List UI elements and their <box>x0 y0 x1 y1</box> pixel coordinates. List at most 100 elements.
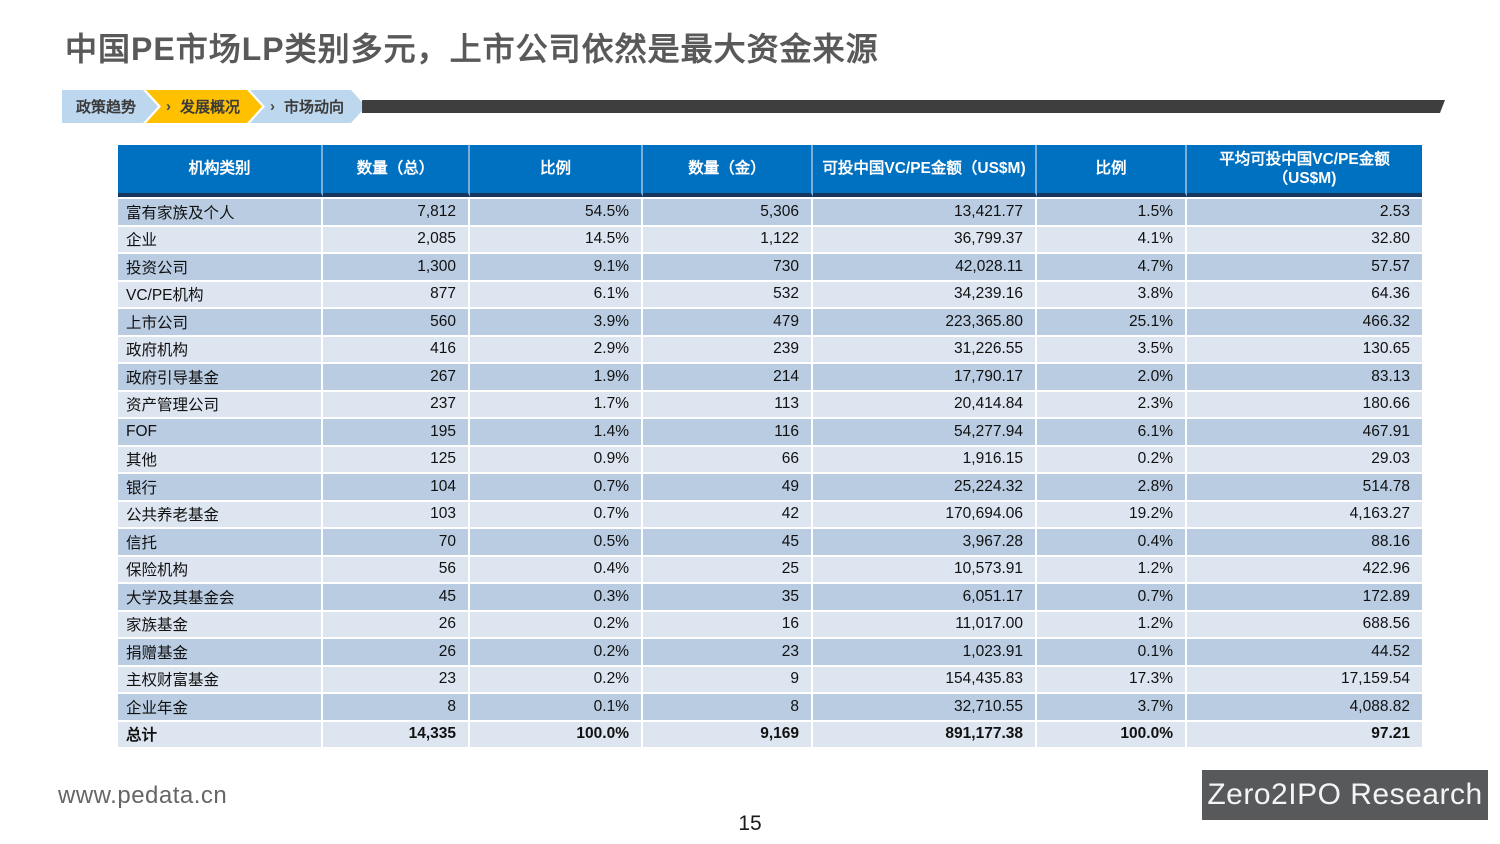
table-cell: 3.8% <box>1037 281 1187 307</box>
table-row: 信托 70 0.5% 45 3,967.28 0.4% 88.16 <box>118 529 1422 555</box>
tab-development-overview[interactable]: › 发展概况 <box>146 90 262 123</box>
table-cell: 2.0% <box>1037 364 1187 390</box>
table-cell: 17.3% <box>1037 666 1187 692</box>
table-cell: 企业 <box>118 226 323 252</box>
table-cell: 45 <box>643 529 813 555</box>
table-cell: 0.2% <box>470 611 643 637</box>
table-cell: 0.1% <box>470 694 643 720</box>
table-cell: 2,085 <box>323 226 470 252</box>
table-cell: 2.8% <box>1037 474 1187 500</box>
table-cell: 42 <box>643 501 813 527</box>
table-cell: 0.5% <box>470 529 643 555</box>
table-cell: 大学及其基金会 <box>118 584 323 610</box>
table-cell: 113 <box>643 391 813 417</box>
table-cell: 1.9% <box>470 364 643 390</box>
table-cell: 730 <box>643 254 813 280</box>
table-cell: 237 <box>323 391 470 417</box>
table-cell: 9.1% <box>470 254 643 280</box>
table-body: 富有家族及个人 7,812 54.5% 5,306 13,421.77 1.5% 2.53 企… <box>118 199 1422 747</box>
table-cell: 26 <box>323 611 470 637</box>
table-cell: 56 <box>323 556 470 582</box>
chevron-separator-icon: › <box>270 98 276 115</box>
table-cell: 1.4% <box>470 419 643 445</box>
table-row: 公共养老基金 103 0.7% 42 170,694.06 19.2% 4,163.27 <box>118 501 1422 527</box>
table-cell: 172.89 <box>1187 584 1422 610</box>
table-cell: 资产管理公司 <box>118 391 323 417</box>
table-cell: 6.1% <box>470 281 643 307</box>
table-cell: 49 <box>643 474 813 500</box>
table-cell: 104 <box>323 474 470 500</box>
table-row: 家族基金 26 0.2% 16 11,017.00 1.2% 688.56 <box>118 611 1422 637</box>
column-header: 平均可投中国VC/PE金额（US$M) <box>1187 145 1422 197</box>
total-row: 总计 14,335 100.0% 9,169 891,177.38 100.0% 97.21 <box>118 721 1422 747</box>
table-cell: 267 <box>323 364 470 390</box>
table-cell: 富有家族及个人 <box>118 199 323 225</box>
table-cell: 214 <box>643 364 813 390</box>
table-cell: 8 <box>323 694 470 720</box>
table-cell: 10,573.91 <box>813 556 1037 582</box>
table-cell: 891,177.38 <box>813 721 1037 747</box>
table-cell: 35 <box>643 584 813 610</box>
table-cell: 9,169 <box>643 721 813 747</box>
table-cell: 88.16 <box>1187 529 1422 555</box>
table-row: FOF 195 1.4% 116 54,277.94 6.1% 467.91 <box>118 419 1422 445</box>
table-cell: 422.96 <box>1187 556 1422 582</box>
table-cell: 公共养老基金 <box>118 501 323 527</box>
column-header: 可投中国VC/PE金额（US$M) <box>813 145 1037 197</box>
tab-label: 发展概况 <box>180 99 241 116</box>
table-cell: 家族基金 <box>118 611 323 637</box>
lp-category-table: 机构类别 数量（总） 比例 数量（金） 可投中国VC/PE金额（US$M) 比例 平均可投中… <box>118 143 1422 749</box>
table-row: 银行 104 0.7% 49 25,224.32 2.8% 514.78 <box>118 474 1422 500</box>
column-header: 数量（金） <box>643 145 813 197</box>
table-cell: 877 <box>323 281 470 307</box>
column-header: 机构类别 <box>118 145 323 197</box>
table-cell: 4,163.27 <box>1187 501 1422 527</box>
table-row: 捐赠基金 26 0.2% 23 1,023.91 0.1% 44.52 <box>118 639 1422 665</box>
table-cell: 0.1% <box>1037 639 1187 665</box>
table-cell: 主权财富基金 <box>118 666 323 692</box>
table-cell: 3.9% <box>470 309 643 335</box>
table-cell: 总计 <box>118 721 323 747</box>
table-cell: 4.7% <box>1037 254 1187 280</box>
table-header: 机构类别 数量（总） 比例 数量（金） 可投中国VC/PE金额（US$M) 比例 平均可投中… <box>118 145 1422 197</box>
table-cell: 0.7% <box>470 501 643 527</box>
table-cell: 1,916.15 <box>813 446 1037 472</box>
table-cell: 42,028.11 <box>813 254 1037 280</box>
table-cell: 532 <box>643 281 813 307</box>
table-cell: 70 <box>323 529 470 555</box>
table-row: 富有家族及个人 7,812 54.5% 5,306 13,421.77 1.5% 2.53 <box>118 199 1422 225</box>
page-title: 中国PE市场LP类别多元，上市公司依然是最大资金来源 <box>65 31 879 67</box>
table-cell: 20,414.84 <box>813 391 1037 417</box>
table-cell: 3,967.28 <box>813 529 1037 555</box>
table-row: 大学及其基金会 45 0.3% 35 6,051.17 0.7% 172.89 <box>118 584 1422 610</box>
table-row: 保险机构 56 0.4% 25 10,573.91 1.2% 422.96 <box>118 556 1422 582</box>
divider-bar <box>362 100 1445 113</box>
table-cell: 170,694.06 <box>813 501 1037 527</box>
table-cell: 25,224.32 <box>813 474 1037 500</box>
table-cell: 0.2% <box>470 639 643 665</box>
table-cell: 1.7% <box>470 391 643 417</box>
page-number: 15 <box>738 812 762 835</box>
website-link[interactable]: www.pedata.cn <box>58 782 228 809</box>
table-cell: 83.13 <box>1187 364 1422 390</box>
tab-market-trends[interactable]: › 市场动向 <box>250 90 366 123</box>
table-cell: 154,435.83 <box>813 666 1037 692</box>
table-cell: 0.2% <box>470 666 643 692</box>
table-cell: 13,421.77 <box>813 199 1037 225</box>
table-cell: 0.7% <box>470 474 643 500</box>
table-cell: 560 <box>323 309 470 335</box>
table-cell: 36,799.37 <box>813 226 1037 252</box>
table-cell: 3.5% <box>1037 336 1187 362</box>
table-cell: 97.21 <box>1187 721 1422 747</box>
table-cell: 44.52 <box>1187 639 1422 665</box>
table-cell: 54,277.94 <box>813 419 1037 445</box>
table-cell: 5,306 <box>643 199 813 225</box>
table-cell: 23 <box>323 666 470 692</box>
table-cell: 57.57 <box>1187 254 1422 280</box>
table-cell: 企业年金 <box>118 694 323 720</box>
table-cell: 11,017.00 <box>813 611 1037 637</box>
table-cell: FOF <box>118 419 323 445</box>
tab-policy-trends[interactable]: 政策趋势 <box>62 90 158 123</box>
table-cell: 上市公司 <box>118 309 323 335</box>
